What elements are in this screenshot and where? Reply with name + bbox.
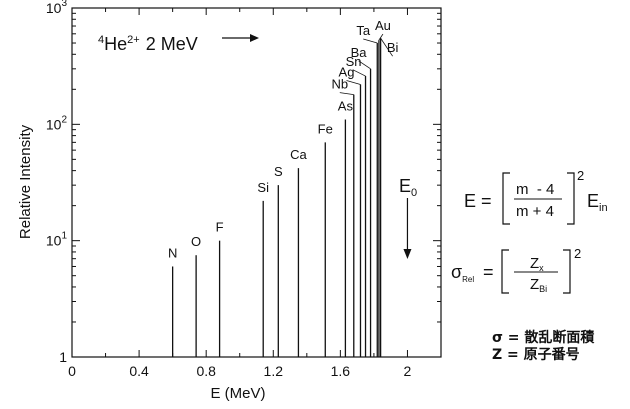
y-tick-label: 1	[59, 349, 67, 365]
cross-section-formula: σRel = Zx ZBi 2	[451, 246, 581, 294]
left-bracket-icon	[502, 172, 510, 225]
symbol-legend: σ = 散乱断面積 Z = 原子番号	[492, 330, 594, 364]
y-axis-ticks: 1 101 102 103	[46, 0, 441, 365]
element-label-ta: Ta	[356, 23, 371, 38]
legend-sigma: σ = 散乱断面積	[492, 330, 595, 346]
element-label-as: As	[338, 99, 354, 114]
chart-axes	[71, 7, 442, 358]
x-tick-label: 1.6	[331, 363, 351, 379]
svg-text:E0: E0	[399, 176, 417, 199]
energy-formula-lhs: E =	[464, 191, 492, 211]
energy-formula-denominator: m + 4	[516, 203, 554, 220]
element-label-o: O	[191, 234, 201, 249]
sigma-subscript: Rel	[462, 275, 474, 284]
right-bracket-icon	[567, 172, 575, 225]
sigma-symbol: σ	[451, 262, 462, 282]
energy-formula-rhs-sub: in	[599, 202, 608, 214]
sigma-equals: =	[483, 262, 494, 282]
energy-formula-rhs: E	[587, 191, 599, 211]
sigma-numerator-sub: x	[539, 263, 544, 273]
energy-formula: E = m - 4 m + 4 2 Ein	[464, 168, 608, 225]
element-label-fe: Fe	[318, 121, 333, 136]
right-bracket-icon	[563, 249, 571, 294]
spectrum-lines	[171, 38, 382, 357]
x-axis-label: E (MeV)	[210, 385, 265, 402]
y-axis-label: Relative Intensity	[17, 124, 34, 239]
leader-nb	[339, 92, 354, 96]
x-tick-label: 0.8	[196, 363, 216, 379]
down-arrow-icon	[403, 198, 412, 259]
left-bracket-icon	[501, 249, 509, 294]
sigma-denominator-sub: Bi	[539, 284, 547, 294]
title-symbol: He	[104, 34, 127, 54]
sigma-numerator: Z	[530, 255, 539, 272]
title-charge: 2+	[127, 34, 140, 46]
element-label-s: S	[274, 164, 283, 179]
element-label-ag: Ag	[339, 64, 355, 79]
element-label-nb: Nb	[331, 77, 348, 92]
energy-formula-numerator: m - 4	[516, 181, 554, 198]
y-tick-label: 102	[46, 114, 68, 132]
e0-marker: E0	[399, 176, 417, 259]
legend-z: Z = 原子番号	[492, 347, 580, 363]
leader-ba	[358, 60, 371, 70]
element-label-bi: Bi	[387, 40, 399, 55]
element-label-au: Au	[375, 18, 391, 33]
element-label-ca: Ca	[290, 147, 307, 162]
sigma-denominator: Z	[530, 276, 539, 293]
sigma-formula-exponent: 2	[574, 246, 581, 261]
plot-frame	[71, 7, 442, 358]
svg-text:ZBi: ZBi	[530, 276, 547, 294]
element-label-ba: Ba	[351, 45, 368, 60]
x-tick-label: 0.4	[129, 363, 149, 379]
y-tick-label: 101	[46, 231, 68, 249]
leader-sn	[353, 69, 366, 77]
label-leader-lines	[339, 33, 393, 96]
y-tick-label: 103	[46, 0, 68, 16]
svg-text:Ein: Ein	[587, 191, 608, 214]
svg-text:4He2+2 MeV: 4He2+ 2 MeV	[98, 34, 198, 54]
element-label-si: Si	[257, 180, 269, 195]
leader-ta	[363, 38, 378, 44]
svg-text:σRel: σRel	[451, 262, 474, 284]
e0-label: E	[399, 176, 411, 196]
title-arrow-icon	[222, 34, 259, 42]
element-label-sn: Sn	[346, 54, 362, 69]
svg-text:Zx: Zx	[530, 255, 544, 273]
leader-ag	[346, 80, 361, 85]
element-label-n: N	[168, 245, 177, 260]
x-tick-label: 0	[68, 363, 76, 379]
leader-bi	[380, 37, 393, 57]
x-tick-label: 2	[404, 363, 412, 379]
energy-formula-exponent: 2	[577, 168, 584, 183]
chart-title: 4He2+ 2 MeV	[98, 34, 259, 54]
title-energy: 2 MeV	[146, 34, 198, 54]
leader-au	[378, 33, 384, 41]
x-tick-label: 1.2	[264, 363, 284, 379]
element-label-f: F	[216, 220, 224, 235]
e0-subscript: 0	[411, 187, 417, 199]
title-mass: 4	[98, 34, 104, 46]
